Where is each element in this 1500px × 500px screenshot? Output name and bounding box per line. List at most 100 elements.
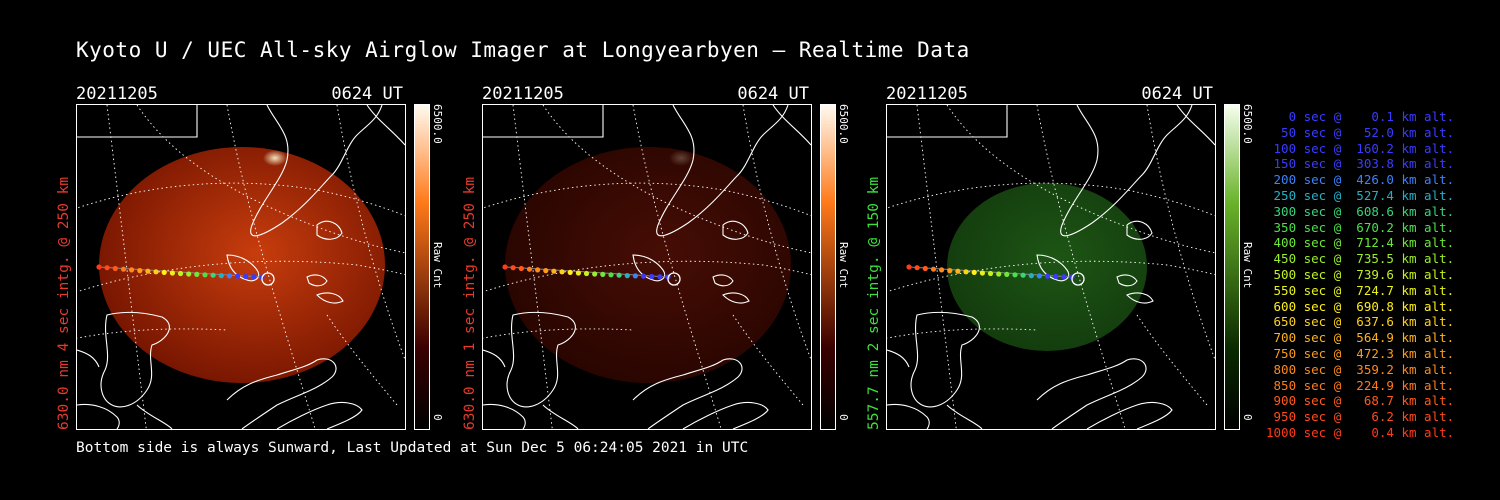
trajectory-point xyxy=(243,273,249,280)
colorbar-max: 6500.0 xyxy=(431,104,444,144)
sky-disk xyxy=(99,147,385,383)
trajectory-point xyxy=(906,264,912,270)
trajectory-point xyxy=(640,273,647,279)
legend-row: 850 sec @ 224.9 km alt. xyxy=(1266,377,1455,393)
trajectory-point xyxy=(234,273,241,279)
trajectory-point xyxy=(186,271,192,277)
page-title: Kyoto U / UEC All-sky Airglow Imager at … xyxy=(76,38,970,62)
trajectory-endpoint xyxy=(667,272,681,286)
panel-wavelength-label: 630.0 nm 1 sec intg. @ 250 km xyxy=(462,176,478,430)
legend-row: 350 sec @ 670.2 km alt. xyxy=(1266,219,1455,235)
sky-disk xyxy=(505,147,791,383)
panel-date: 20211205 xyxy=(886,84,968,104)
trajectory-point xyxy=(914,265,920,271)
trajectory-legend: 0 sec @ 0.1 km alt. 50 sec @ 52.0 km alt… xyxy=(1266,109,1455,441)
legend-row: 400 sec @ 712.4 km alt. xyxy=(1266,235,1455,251)
trajectory-endpoint xyxy=(261,272,275,286)
trajectory-point xyxy=(543,268,549,274)
trajectory-point xyxy=(971,269,977,275)
colorbar-label: Raw Cnt xyxy=(1241,242,1254,289)
trajectory-point xyxy=(510,265,516,271)
legend-row: 600 sec @ 690.8 km alt. xyxy=(1266,298,1455,314)
sky-image xyxy=(76,104,406,430)
trajectory-point xyxy=(939,267,945,273)
trajectory-point xyxy=(526,266,533,272)
panel-date: 20211205 xyxy=(482,84,564,104)
trajectory-point xyxy=(1028,273,1034,279)
trajectory-point xyxy=(922,265,928,272)
sky-image xyxy=(886,104,1216,430)
legend-row: 50 sec @ 52.0 km alt. xyxy=(1266,124,1455,140)
trajectory-point xyxy=(930,266,937,272)
trajectory-point xyxy=(153,269,159,275)
colorbar-max: 6500.0 xyxy=(837,104,850,144)
legend-row: 100 sec @ 160.2 km alt. xyxy=(1266,140,1455,156)
trajectory-point xyxy=(979,270,985,276)
trajectory-point xyxy=(600,271,606,277)
trajectory-point xyxy=(169,270,175,276)
panel-time: 0624 UT xyxy=(737,84,809,104)
colorbar-max: 6500.0 xyxy=(1241,104,1254,144)
panel-time: 0624 UT xyxy=(1141,84,1213,104)
trajectory-point xyxy=(608,272,614,278)
trajectory-point xyxy=(137,268,143,274)
aurora-bright-spot xyxy=(669,150,693,166)
trajectory-point xyxy=(657,274,663,280)
legend-row: 750 sec @ 472.3 km alt. xyxy=(1266,345,1455,361)
trajectory-point xyxy=(1061,274,1067,280)
imager-panel: 20211205 0624 UT xyxy=(462,84,902,434)
trajectory-point xyxy=(551,268,557,274)
trajectory-point xyxy=(947,268,953,274)
trajectory-point xyxy=(518,265,524,272)
trajectory-point xyxy=(129,267,135,273)
trajectory-point xyxy=(177,270,184,277)
legend-row: 200 sec @ 426.0 km alt. xyxy=(1266,172,1455,188)
trajectory-point xyxy=(963,269,969,275)
trajectory-endpoint xyxy=(1071,272,1085,286)
legend-row: 450 sec @ 735.5 km alt. xyxy=(1266,251,1455,267)
trajectory-point xyxy=(96,264,102,270)
trajectory-point xyxy=(592,271,598,277)
trajectory-point xyxy=(210,272,216,278)
legend-row: 500 sec @ 739.6 km alt. xyxy=(1266,266,1455,282)
colorbar-min: 0 xyxy=(837,414,850,421)
trajectory-point xyxy=(955,268,961,274)
panel-wavelength-label: 630.0 nm 4 sec intg. @ 250 km xyxy=(56,176,72,430)
panel-wavelength-label: 557.7 nm 2 sec intg. @ 150 km xyxy=(866,176,882,430)
trajectory-point xyxy=(1044,273,1051,279)
trajectory-point xyxy=(616,272,622,278)
aurora-bright-spot xyxy=(263,150,287,166)
legend-row: 150 sec @ 303.8 km alt. xyxy=(1266,156,1455,172)
trajectory-point xyxy=(112,265,118,272)
imager-panel: 20211205 0624 UT xyxy=(56,84,496,434)
trajectory-point xyxy=(194,271,200,277)
trajectory-point xyxy=(624,273,630,279)
trajectory-point xyxy=(559,269,565,275)
trajectory-point xyxy=(583,270,590,277)
legend-row: 1000 sec @ 0.4 km alt. xyxy=(1266,424,1455,440)
legend-row: 300 sec @ 608.6 km alt. xyxy=(1266,203,1455,219)
legend-row: 650 sec @ 637.6 km alt. xyxy=(1266,314,1455,330)
colorbar-label: Raw Cnt xyxy=(431,242,444,289)
trajectory-point xyxy=(1036,273,1042,279)
trajectory-point xyxy=(996,271,1002,277)
trajectory-point xyxy=(567,269,573,275)
colorbar-min: 0 xyxy=(1241,414,1254,421)
legend-row: 800 sec @ 359.2 km alt. xyxy=(1266,361,1455,377)
trajectory-point xyxy=(218,273,224,279)
trajectory-point xyxy=(120,266,127,272)
legend-row: 700 sec @ 564.9 km alt. xyxy=(1266,330,1455,346)
sky-disk xyxy=(947,183,1147,351)
colorbar xyxy=(820,104,836,430)
trajectory-point xyxy=(1053,273,1059,280)
trajectory-point xyxy=(1004,271,1010,277)
legend-row: 0 sec @ 0.1 km alt. xyxy=(1266,109,1455,124)
trajectory-point xyxy=(535,267,541,273)
trajectory-point xyxy=(632,273,638,279)
trajectory-point xyxy=(1020,272,1026,278)
trajectory-point xyxy=(145,268,151,274)
trajectory-point xyxy=(202,272,208,278)
colorbar-label: Raw Cnt xyxy=(837,242,850,289)
aurora-bright-spot xyxy=(1073,150,1097,166)
trajectory-point xyxy=(1012,272,1018,278)
